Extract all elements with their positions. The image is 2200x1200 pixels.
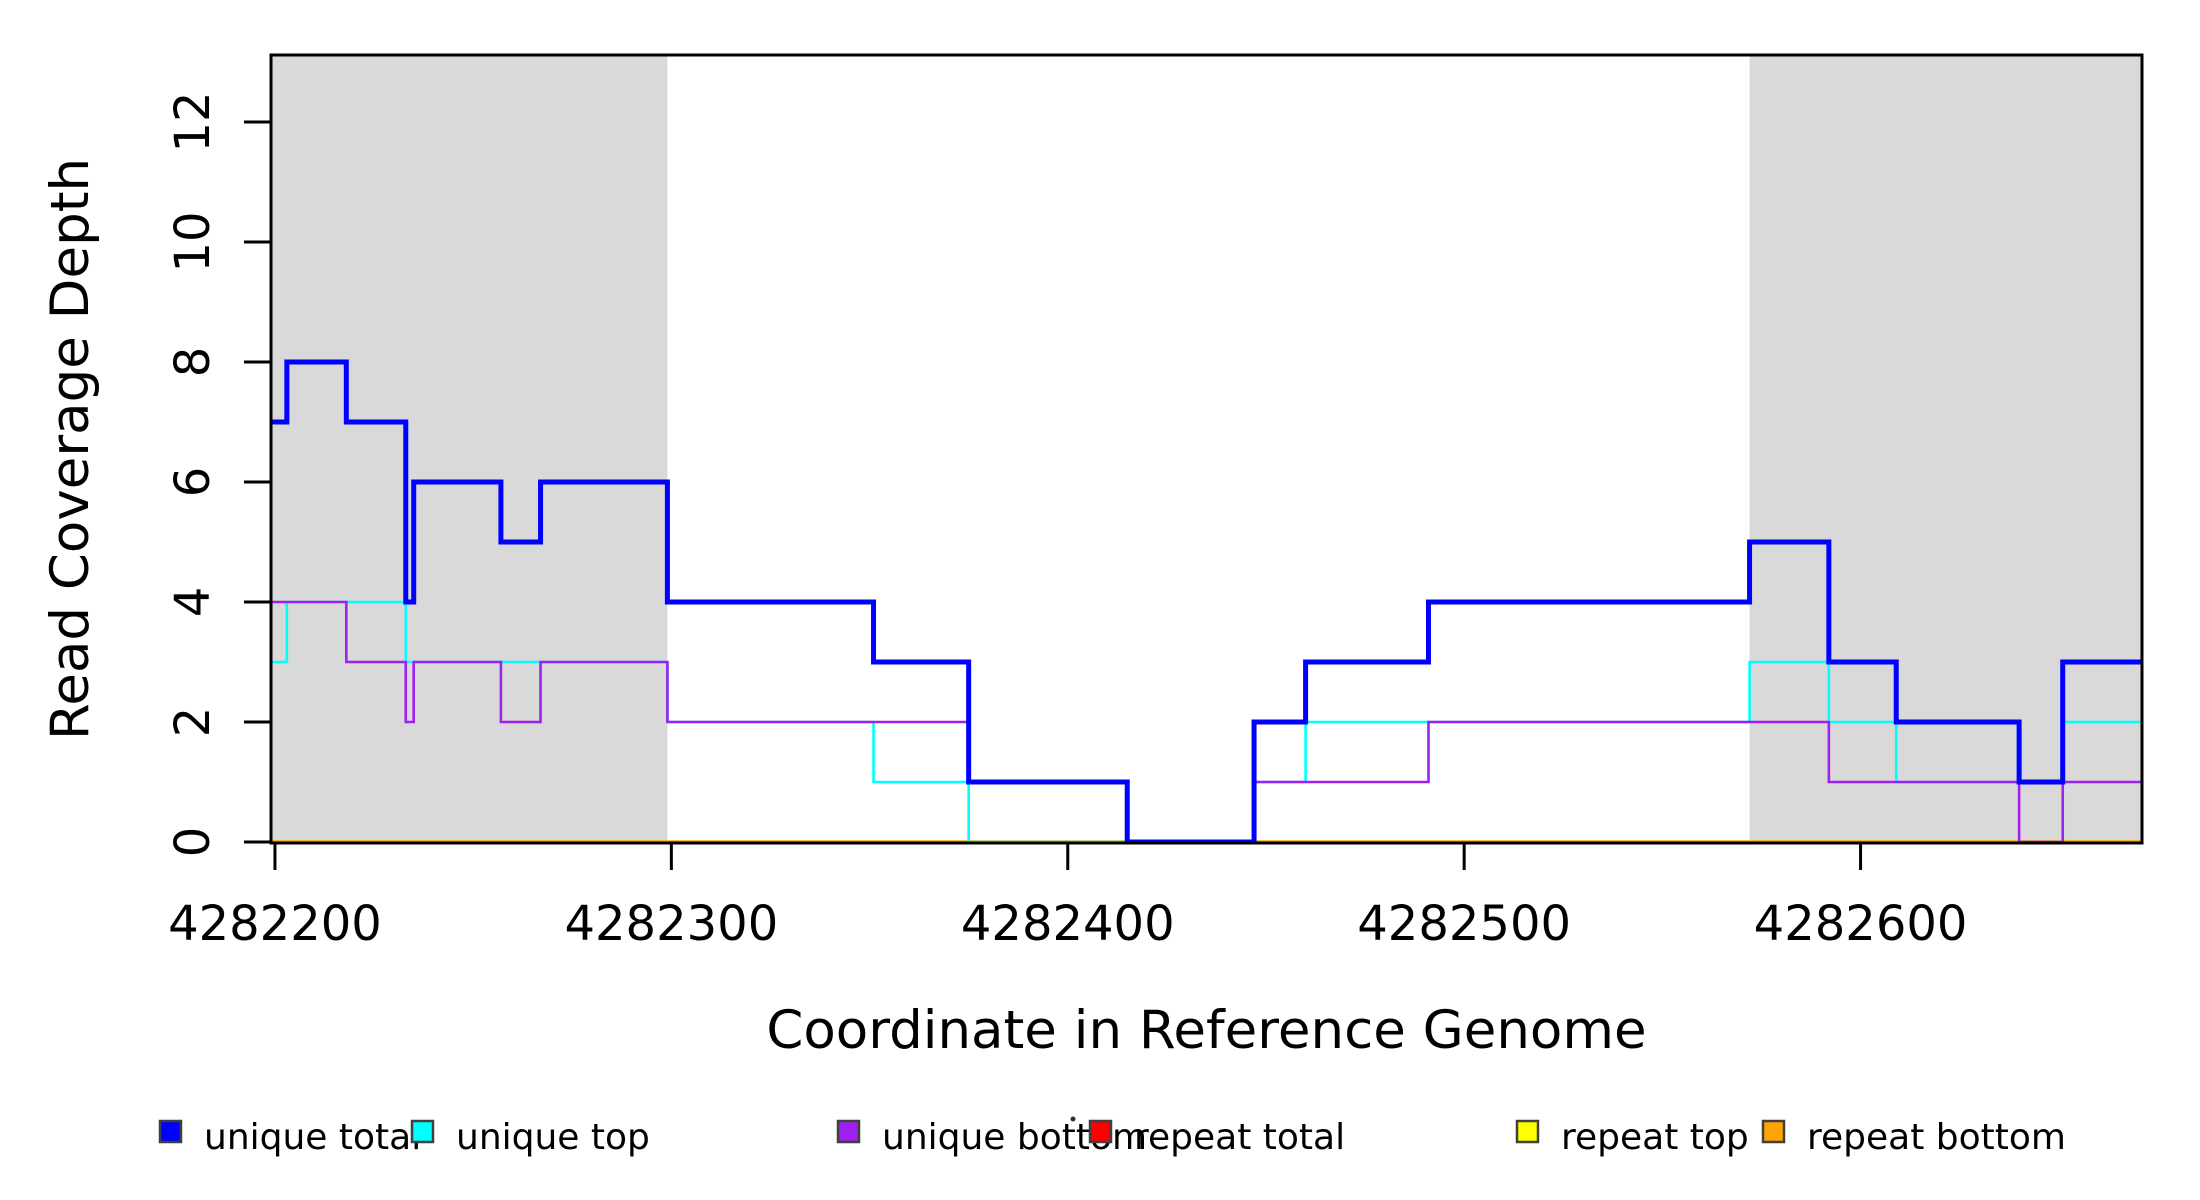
y-axis-tick-label: 0 [165,827,221,858]
shaded-repeat-region [1749,55,2142,843]
y-axis-tick-label: 10 [165,211,221,272]
legend-swatch-unique-bottom [836,1119,861,1144]
y-axis-tick-label: 4 [165,587,221,618]
x-axis-tick-label: 4282300 [564,896,778,952]
legend-swatch-unique-total [158,1119,183,1144]
y-axis-tick-label: 8 [165,347,221,378]
legend-label-repeat-top: repeat top [1561,1117,1749,1158]
shaded-repeat-region [271,55,668,843]
legend-swatch-repeat-bottom [1761,1119,1786,1144]
legend-label-repeat-total: repeat total [1134,1117,1345,1158]
x-axis-tick-label: 4282200 [168,896,382,952]
legend: unique total unique top unique bottomrepea… [158,1117,2066,1158]
x-axis-tick-label: 4282600 [1754,896,1968,952]
legend-swatch-unique-top [410,1119,435,1144]
stray-mark [1070,1116,1076,1122]
x-axis-tick-label: 4282400 [961,896,1175,952]
legend-label-unique-total: unique total [204,1117,421,1158]
legend-label-unique-top: unique top [456,1117,650,1158]
x-axis-title: Coordinate in Reference Genome [766,1000,1646,1061]
y-axis-tick-label: 12 [165,91,221,152]
y-axis-title: Read Coverage Depth [40,158,101,740]
legend-label-repeat-bottom: repeat bottom [1807,1117,2066,1158]
y-axis-tick-label: 2 [165,707,221,738]
plot-border [269,53,2144,845]
legend-swatch-repeat-total [1088,1119,1113,1144]
x-axis-tick-label: 4282500 [1357,896,1571,952]
series-line-unique-total [271,359,2142,845]
legend-swatch-repeat-top [1515,1119,1540,1144]
y-axis-tick-label: 6 [165,467,221,498]
